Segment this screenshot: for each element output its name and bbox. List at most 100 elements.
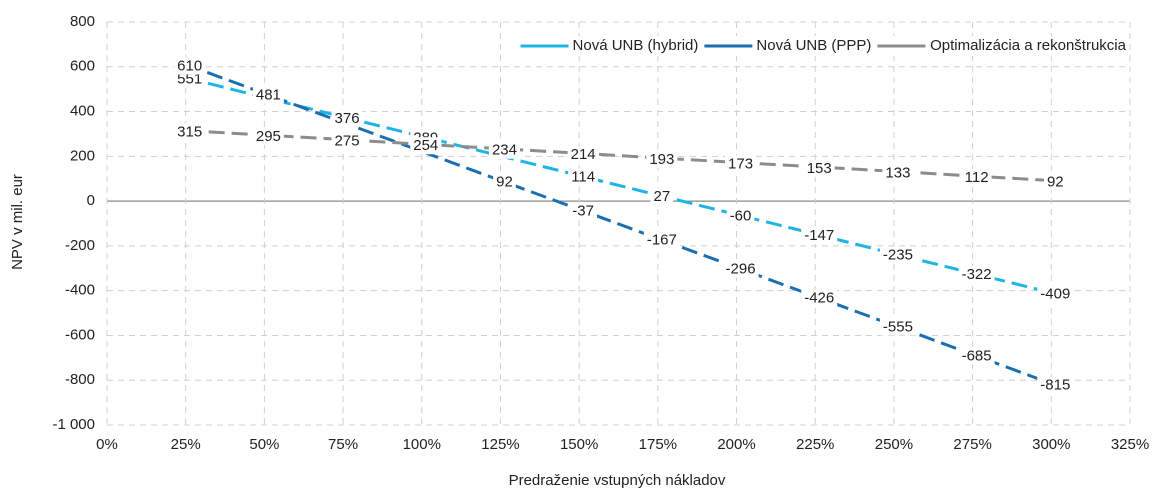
x-tick-label: 0% (96, 436, 118, 453)
y-axis-title: NPV v mil. eur (9, 174, 26, 270)
data-label-bg (879, 246, 916, 264)
x-tick-label: 75% (328, 436, 358, 453)
data-label: 92 (496, 173, 513, 190)
data-label-bg (643, 231, 680, 249)
y-tick-label: 600 (70, 58, 95, 75)
data-label-bg (803, 159, 835, 177)
data-label: -37 (572, 202, 594, 219)
data-label-bg (174, 57, 206, 75)
data-label-bg (331, 132, 363, 150)
data-label-group: 173 (725, 155, 757, 173)
data-label-bg (493, 173, 516, 191)
data-label: 376 (335, 110, 360, 127)
data-label-bg (488, 141, 520, 159)
data-label-group: 234 (488, 141, 520, 159)
data-label-bg (958, 347, 995, 365)
data-label: 254 (413, 137, 438, 154)
x-axis-title: Predraženie vstupných nákladov (509, 472, 726, 489)
data-label-group: 315 (174, 123, 206, 141)
data-label-bg (801, 226, 838, 244)
data-label: 112 (965, 169, 989, 186)
data-label-group: 114 (568, 168, 599, 186)
legend-bg (516, 36, 1128, 56)
data-label-group: -37 (569, 202, 597, 220)
data-label: 153 (807, 160, 832, 177)
data-label-bg (252, 86, 284, 104)
data-label: -426 (804, 289, 834, 306)
data-label: -60 (730, 208, 752, 225)
legend-label: Nová UNB (hybrid) (573, 37, 699, 54)
x-tick-label: 225% (796, 436, 834, 453)
data-label: 295 (256, 128, 281, 145)
data-label: -815 (1040, 377, 1070, 394)
data-label-group: 112 (961, 169, 992, 187)
data-label-group: -426 (801, 289, 838, 307)
data-label: -322 (962, 266, 992, 283)
legend-label: Optimalizácia a rekonštrukcia (930, 37, 1127, 54)
data-label: -147 (804, 227, 834, 244)
x-tick-label: 250% (875, 436, 913, 453)
data-label-bg (961, 169, 992, 187)
y-tick-label: 200 (70, 147, 95, 164)
data-label-group: -147 (801, 226, 838, 244)
data-label: 481 (256, 86, 281, 103)
data-label: 193 (649, 151, 674, 168)
data-label: 133 (885, 164, 910, 181)
x-tick-label: 125% (481, 436, 519, 453)
data-label-group: -815 (1037, 376, 1074, 394)
data-label-bg (331, 109, 363, 127)
data-label: 173 (728, 155, 753, 172)
data-label: 92 (1047, 173, 1064, 190)
data-label-group: 610 (174, 57, 206, 75)
data-label-group: 92 (1043, 173, 1067, 191)
data-label-group: 193 (646, 150, 678, 168)
data-label: -167 (647, 231, 677, 248)
data-label: 234 (492, 142, 517, 159)
data-label-bg (650, 188, 674, 206)
data-label-bg (725, 155, 757, 173)
data-label-group: 27 (650, 188, 674, 206)
x-tick-label: 50% (249, 436, 279, 453)
data-label-group: 481 (252, 86, 284, 104)
data-label: -296 (726, 260, 756, 277)
x-tick-label: 200% (717, 436, 755, 453)
y-tick-label: 800 (70, 13, 95, 30)
data-label-bg (1043, 173, 1067, 191)
data-label-bg (722, 260, 759, 278)
y-tick-label: -800 (65, 371, 95, 388)
data-label-bg (569, 202, 597, 220)
data-label-group: 133 (882, 164, 914, 182)
data-label: 315 (177, 124, 202, 141)
data-label-group: -167 (643, 231, 680, 249)
x-tick-label: 100% (403, 436, 441, 453)
data-label: 551 (177, 71, 202, 88)
data-label-bg (174, 123, 206, 141)
data-label-group: 275 (331, 132, 363, 150)
data-label: 275 (335, 133, 360, 150)
data-label-bg (410, 137, 442, 155)
data-label-group: 376 (331, 109, 363, 127)
data-label-group: 551 (174, 70, 206, 88)
data-label-bg (801, 289, 838, 307)
data-label-group: 295 (252, 128, 284, 146)
legend: Optimalizácia a rekonštrukcia Nová UNB (P… (516, 36, 1128, 56)
data-label-group: -685 (958, 347, 995, 365)
data-label-group: -322 (958, 266, 995, 284)
data-label: -685 (962, 347, 992, 364)
data-label: -409 (1040, 286, 1070, 303)
data-label-group: -60 (726, 207, 755, 225)
series-line (185, 129, 1052, 183)
data-label-bg (568, 168, 599, 186)
x-tick-label: 150% (560, 436, 598, 453)
data-label-bg (567, 146, 599, 164)
y-tick-label: 0 (87, 192, 95, 209)
y-tick-label: 400 (70, 103, 95, 120)
data-label-bg (879, 318, 916, 336)
y-tick-label: -200 (65, 237, 95, 254)
data-label-group: -296 (722, 260, 759, 278)
data-label-bg (174, 70, 206, 88)
data-label: -235 (883, 247, 913, 264)
series-line (185, 76, 1052, 295)
data-label-group: 254 (410, 137, 442, 155)
